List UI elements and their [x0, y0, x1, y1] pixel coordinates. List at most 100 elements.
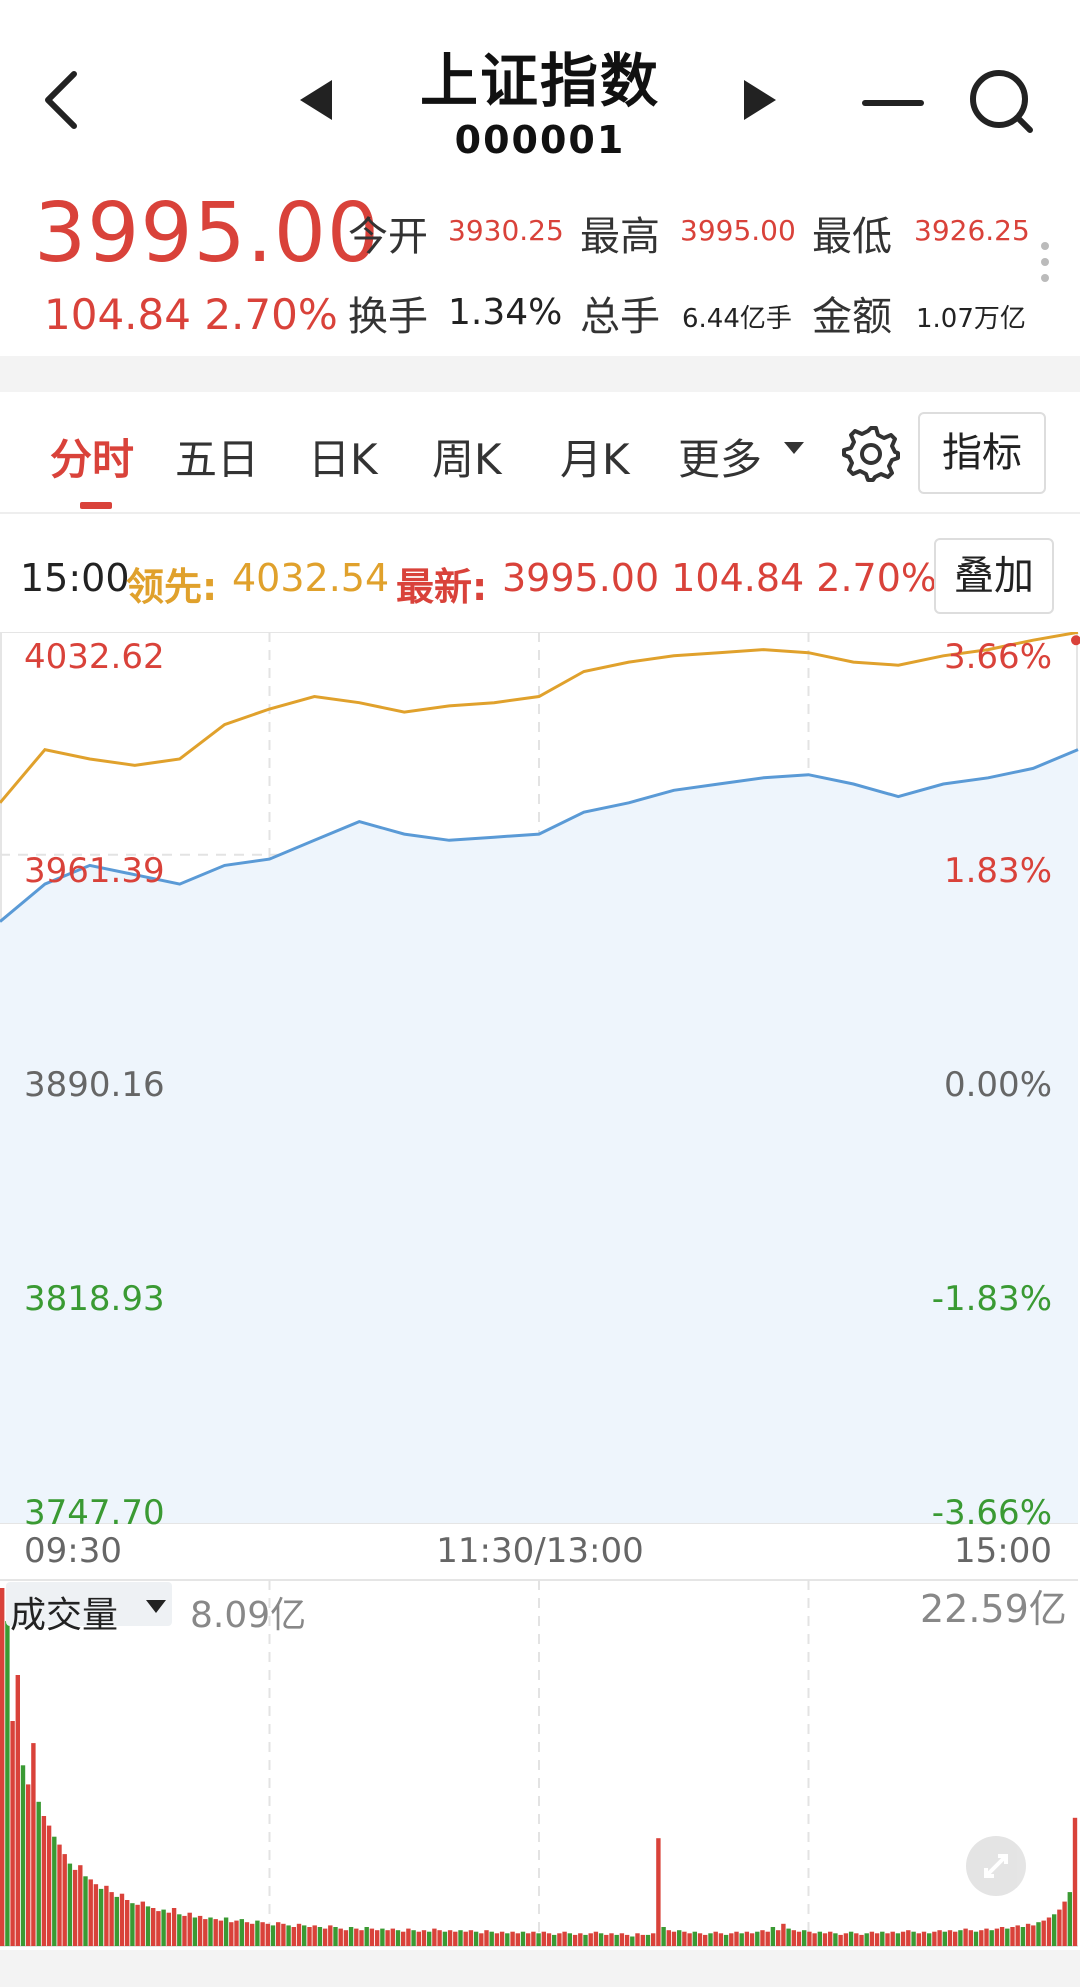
tab-five-day[interactable]: 五日 [175, 435, 260, 484]
volume-bar [255, 1920, 260, 1946]
volume-selector-label: 成交量 [10, 1595, 119, 1636]
gear-icon[interactable] [842, 424, 900, 482]
volume-label: 总手 [580, 294, 660, 340]
volume-bar [307, 1927, 312, 1946]
volume-bar [854, 1933, 859, 1946]
intraday-chart[interactable]: 4032.62 3961.39 3890.16 3818.93 3747.70 3.66%… [0, 632, 1080, 1987]
volume-bar [583, 1934, 588, 1946]
volume-bar [614, 1934, 619, 1946]
prev-stock-icon[interactable] [296, 78, 336, 122]
volume-bar [385, 1930, 390, 1946]
volume-bar [286, 1925, 291, 1946]
volume-bar [479, 1933, 484, 1946]
volume-bar [265, 1923, 270, 1946]
volume-bar [234, 1920, 239, 1946]
volume-selector[interactable] [6, 1582, 172, 1626]
volume-bar [807, 1931, 812, 1946]
y-axis-left-label: 3890.16 [24, 1065, 165, 1105]
volume-bar [843, 1933, 849, 1946]
volume-value: 6.44亿手 [682, 304, 792, 334]
volume-bar [921, 1931, 927, 1946]
tabs-divider [0, 512, 1080, 514]
back-icon[interactable] [38, 70, 88, 130]
volume-bar [942, 1931, 947, 1946]
search-icon[interactable] [966, 66, 1036, 136]
price-line [0, 748, 1079, 923]
volume-bar [562, 1931, 567, 1946]
volume-bar [536, 1933, 541, 1946]
volume-bar [463, 1931, 468, 1946]
volume-bar [651, 1933, 656, 1946]
volume-bar [5, 1621, 10, 1946]
volume-bar [453, 1931, 458, 1946]
tab-more[interactable]: 更多 [678, 426, 762, 487]
volume-bar [958, 1930, 963, 1946]
volume-bar [36, 1801, 41, 1946]
volume-bar [953, 1931, 958, 1946]
volume-bar [296, 1923, 302, 1946]
more-dots-icon[interactable] [1040, 240, 1050, 290]
volume-bar [156, 1911, 161, 1946]
volume-bar [182, 1915, 187, 1946]
volume-bar [416, 1931, 421, 1946]
y-axis-right-label: -1.83% [932, 1279, 1052, 1319]
volume-bar [609, 1933, 614, 1946]
volume-current: 8.09亿 [190, 1595, 307, 1636]
volume-bar [421, 1930, 427, 1946]
volume-bar [900, 1931, 906, 1946]
indicator-button[interactable]: 指标 [918, 412, 1046, 494]
volume-bar [473, 1931, 479, 1946]
volume-bar [72, 1869, 78, 1946]
volume-bar [869, 1931, 875, 1946]
volume-bar [229, 1922, 234, 1946]
latest-label: 最新: [396, 565, 488, 609]
volume-bar [786, 1928, 791, 1946]
y-axis-left-label: 3818.93 [24, 1279, 165, 1319]
volume-bar [755, 1931, 760, 1946]
volume-bar [687, 1933, 692, 1946]
volume-bar [677, 1930, 682, 1946]
volume-bar [729, 1933, 734, 1946]
tab-more-label: 更多 [678, 435, 763, 484]
volume-bar [828, 1931, 833, 1946]
volume-bar [197, 1915, 203, 1946]
volume-bar [661, 1927, 666, 1946]
overlay-button[interactable]: 叠加 [934, 538, 1054, 614]
tab-daily-k[interactable]: 日K [308, 435, 378, 484]
volume-bar [531, 1931, 536, 1946]
volume-bar [109, 1892, 114, 1946]
tab-intraday[interactable]: 分时 [50, 435, 135, 484]
volume-bar [515, 1933, 520, 1946]
low-value: 3926.25 [914, 214, 1030, 247]
volume-bar [166, 1912, 171, 1946]
volume-bar [348, 1927, 354, 1946]
volume-bar [703, 1934, 708, 1946]
volume-bar [791, 1930, 796, 1946]
next-stock-icon[interactable] [740, 78, 780, 122]
volume-bar [125, 1900, 130, 1946]
tab-weekly-k[interactable]: 周K [432, 435, 502, 484]
volume-bar [15, 1675, 20, 1946]
volume-bar [770, 1927, 776, 1946]
volume-bar [635, 1933, 640, 1946]
volume-bar [239, 1919, 244, 1946]
chevron-down-icon [784, 442, 804, 454]
y-axis-right-label: 1.83% [944, 851, 1052, 891]
tab-monthly-k[interactable]: 月K [560, 435, 630, 484]
volume-bar [739, 1933, 744, 1946]
price-area [0, 749, 1078, 1523]
volume-bar [526, 1933, 531, 1946]
volume-bar [973, 1931, 979, 1946]
minus-icon[interactable] [862, 94, 924, 106]
volume-bar [145, 1906, 151, 1946]
volume-bar [1062, 1901, 1067, 1946]
volume-bar [302, 1925, 307, 1946]
volume-bar [963, 1928, 968, 1946]
volume-bar [270, 1925, 276, 1946]
volume-bar [578, 1933, 583, 1946]
fullscreen-button[interactable] [966, 1836, 1026, 1896]
amount-label: 金额 [812, 294, 892, 340]
y-axis-left-label: 4032.62 [24, 637, 165, 677]
volume-bar [989, 1930, 994, 1946]
x-axis-label: 09:30 [24, 1531, 122, 1571]
